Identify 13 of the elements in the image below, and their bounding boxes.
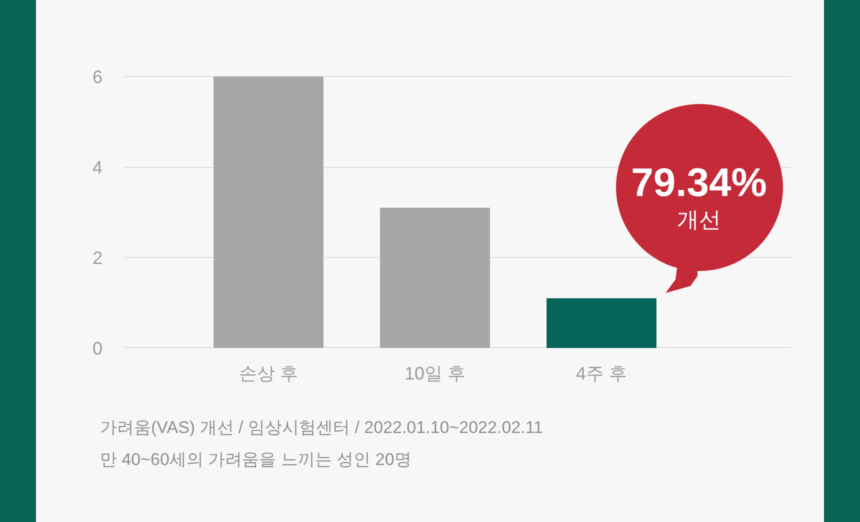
- bar: [380, 208, 490, 348]
- x-tick-label: 10일 후: [404, 364, 466, 384]
- y-tick-label: 4: [92, 158, 103, 178]
- x-tick-label: 손상 후: [239, 364, 298, 384]
- y-tick-label: 6: [92, 67, 103, 88]
- x-tick-label: 4주 후: [576, 364, 628, 384]
- bar: [546, 298, 656, 348]
- bar: [214, 76, 324, 348]
- annotation: 79.34% 개선: [630, 160, 768, 234]
- text: 만 40~60세의 가려움을 느끼는 성인 20명: [100, 450, 412, 469]
- y-tick-label: 0: [92, 338, 103, 358]
- y-tick-label: 2: [92, 248, 103, 268]
- text: 가려움(VAS) 개선 / 임상시험센터 / 2022.01.10~2022.02.11: [100, 418, 543, 437]
